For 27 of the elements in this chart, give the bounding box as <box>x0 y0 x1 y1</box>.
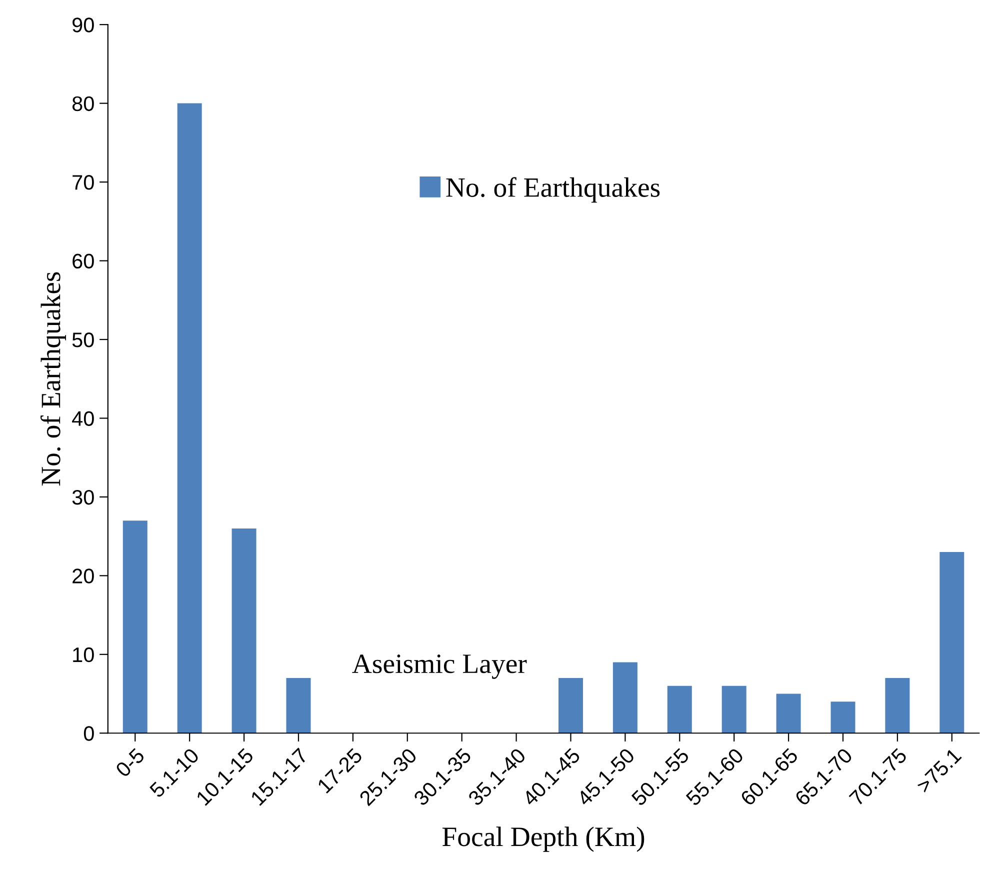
x-tick-label: 0-5 <box>114 747 146 778</box>
legend-label: No. of Earthquakes <box>446 177 660 203</box>
y-tick-label: 30 <box>72 490 94 505</box>
x-axis-title: Focal Depth (Km) <box>442 826 644 852</box>
y-tick-label: 20 <box>72 568 94 584</box>
y-tick-label: 40 <box>72 411 94 426</box>
y-tick-label: 70 <box>72 175 94 190</box>
y-axis-title: No. of Earthquakes <box>40 272 66 486</box>
bar <box>885 678 910 734</box>
bar <box>776 694 801 734</box>
y-tick-label: 0 <box>84 726 94 741</box>
bar <box>122 520 148 734</box>
bar <box>940 552 964 734</box>
bar <box>286 678 311 734</box>
bar <box>830 702 856 734</box>
y-tick-label: 60 <box>72 254 94 269</box>
annotation: Aseismic Layer <box>352 654 527 679</box>
bar <box>667 686 692 734</box>
bar <box>232 528 256 734</box>
y-tick-label: 90 <box>72 18 94 32</box>
bar <box>612 662 638 734</box>
bar <box>177 103 202 734</box>
y-tick-label: 50 <box>72 332 94 348</box>
bar <box>558 678 583 734</box>
y-tick-label: 10 <box>73 647 94 662</box>
y-tick-label: 80 <box>72 96 94 112</box>
bar <box>722 686 746 734</box>
